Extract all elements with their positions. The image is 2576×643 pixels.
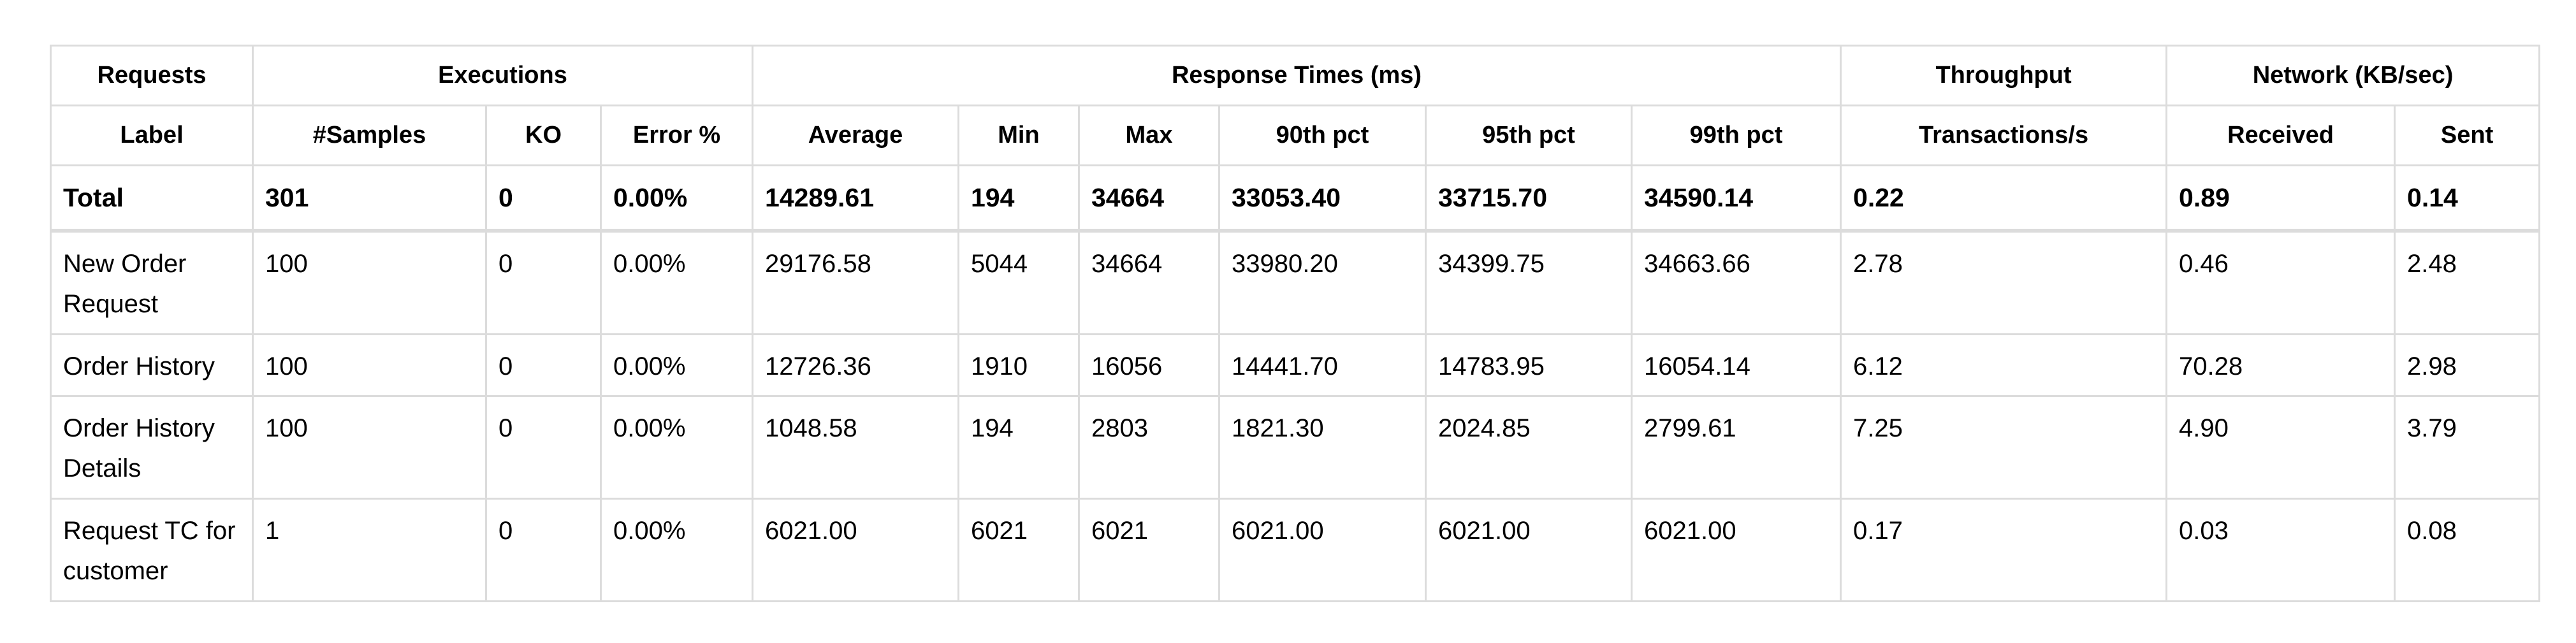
row-p99: 16054.14 (1630, 333, 1842, 397)
row-label: New Order Request (50, 229, 254, 335)
statistics-table-container: Requests Executions Response Times (ms) … (50, 45, 2541, 602)
row-error-pct: 0.00% (600, 229, 753, 335)
column-header-p99[interactable]: 99th pct (1630, 105, 1842, 166)
group-header-throughput: Throughput (1840, 45, 2168, 106)
total-min: 194 (957, 164, 1080, 233)
row-sent: 2.48 (2394, 229, 2541, 335)
row-ko: 0 (485, 395, 602, 500)
table-row: Order History 100 0 0.00% 12726.36 1910 … (50, 333, 2541, 397)
column-header-max[interactable]: Max (1078, 105, 1220, 166)
column-header-samples[interactable]: #Samples (252, 105, 487, 166)
column-header-tps[interactable]: Transactions/s (1840, 105, 2168, 166)
group-header-executions: Executions (252, 45, 753, 106)
table-row: New Order Request 100 0 0.00% 29176.58 5… (50, 229, 2541, 335)
total-error-pct: 0.00% (600, 164, 753, 233)
row-received: 70.28 (2165, 333, 2396, 397)
column-header-label[interactable]: Label (50, 105, 254, 166)
row-min: 1910 (957, 333, 1080, 397)
table-row: Order History Details 100 0 0.00% 1048.5… (50, 395, 2541, 500)
column-header-row: Label #Samples KO Error % Average Min Ma… (50, 105, 2541, 166)
statistics-table: Requests Executions Response Times (ms) … (50, 45, 2541, 602)
total-p90: 33053.40 (1218, 164, 1427, 233)
row-sent: 0.08 (2394, 498, 2541, 602)
total-average: 14289.61 (752, 164, 959, 233)
row-received: 0.03 (2165, 498, 2396, 602)
column-header-error-pct[interactable]: Error % (600, 105, 753, 166)
row-average: 29176.58 (752, 229, 959, 335)
row-p99: 2799.61 (1630, 395, 1842, 500)
row-average: 6021.00 (752, 498, 959, 602)
row-tps: 7.25 (1840, 395, 2168, 500)
row-sent: 2.98 (2394, 333, 2541, 397)
total-received: 0.89 (2165, 164, 2396, 233)
row-p90: 14441.70 (1218, 333, 1427, 397)
row-max: 2803 (1078, 395, 1220, 500)
column-header-average[interactable]: Average (752, 105, 959, 166)
total-row: Total 301 0 0.00% 14289.61 194 34664 330… (50, 164, 2541, 233)
group-header-row: Requests Executions Response Times (ms) … (50, 45, 2541, 106)
row-min: 194 (957, 395, 1080, 500)
row-ko: 0 (485, 498, 602, 602)
row-label: Order History (50, 333, 254, 397)
total-tps: 0.22 (1840, 164, 2168, 233)
row-p95: 2024.85 (1425, 395, 1633, 500)
table-row: Request TC for customer 1 0 0.00% 6021.0… (50, 498, 2541, 602)
row-ko: 0 (485, 333, 602, 397)
row-p95: 14783.95 (1425, 333, 1633, 397)
row-received: 4.90 (2165, 395, 2396, 500)
total-max: 34664 (1078, 164, 1220, 233)
row-average: 1048.58 (752, 395, 959, 500)
row-samples: 100 (252, 333, 487, 397)
row-min: 5044 (957, 229, 1080, 335)
row-max: 6021 (1078, 498, 1220, 602)
row-p90: 33980.20 (1218, 229, 1427, 335)
row-received: 0.46 (2165, 229, 2396, 335)
column-header-ko[interactable]: KO (485, 105, 602, 166)
total-samples: 301 (252, 164, 487, 233)
row-p90: 6021.00 (1218, 498, 1427, 602)
column-header-p90[interactable]: 90th pct (1218, 105, 1427, 166)
group-header-requests: Requests (50, 45, 254, 106)
column-header-sent[interactable]: Sent (2394, 105, 2541, 166)
row-p99: 34663.66 (1630, 229, 1842, 335)
row-average: 12726.36 (752, 333, 959, 397)
row-samples: 100 (252, 229, 487, 335)
column-header-p95[interactable]: 95th pct (1425, 105, 1633, 166)
row-samples: 1 (252, 498, 487, 602)
row-label: Request TC for customer (50, 498, 254, 602)
group-header-response-times: Response Times (ms) (751, 45, 1842, 106)
row-tps: 0.17 (1840, 498, 2168, 602)
group-header-network: Network (KB/sec) (2165, 45, 2541, 106)
row-error-pct: 0.00% (600, 333, 753, 397)
row-error-pct: 0.00% (600, 395, 753, 500)
row-p99: 6021.00 (1630, 498, 1842, 602)
total-sent: 0.14 (2394, 164, 2541, 233)
row-sent: 3.79 (2394, 395, 2541, 500)
row-min: 6021 (957, 498, 1080, 602)
row-error-pct: 0.00% (600, 498, 753, 602)
row-tps: 6.12 (1840, 333, 2168, 397)
total-ko: 0 (485, 164, 602, 233)
row-p90: 1821.30 (1218, 395, 1427, 500)
column-header-min[interactable]: Min (957, 105, 1080, 166)
row-p95: 6021.00 (1425, 498, 1633, 602)
total-p99: 34590.14 (1630, 164, 1842, 233)
row-p95: 34399.75 (1425, 229, 1633, 335)
row-tps: 2.78 (1840, 229, 2168, 335)
row-label: Order History Details (50, 395, 254, 500)
total-label: Total (50, 164, 254, 233)
row-max: 34664 (1078, 229, 1220, 335)
total-p95: 33715.70 (1425, 164, 1633, 233)
column-header-received[interactable]: Received (2165, 105, 2396, 166)
row-max: 16056 (1078, 333, 1220, 397)
row-samples: 100 (252, 395, 487, 500)
row-ko: 0 (485, 229, 602, 335)
